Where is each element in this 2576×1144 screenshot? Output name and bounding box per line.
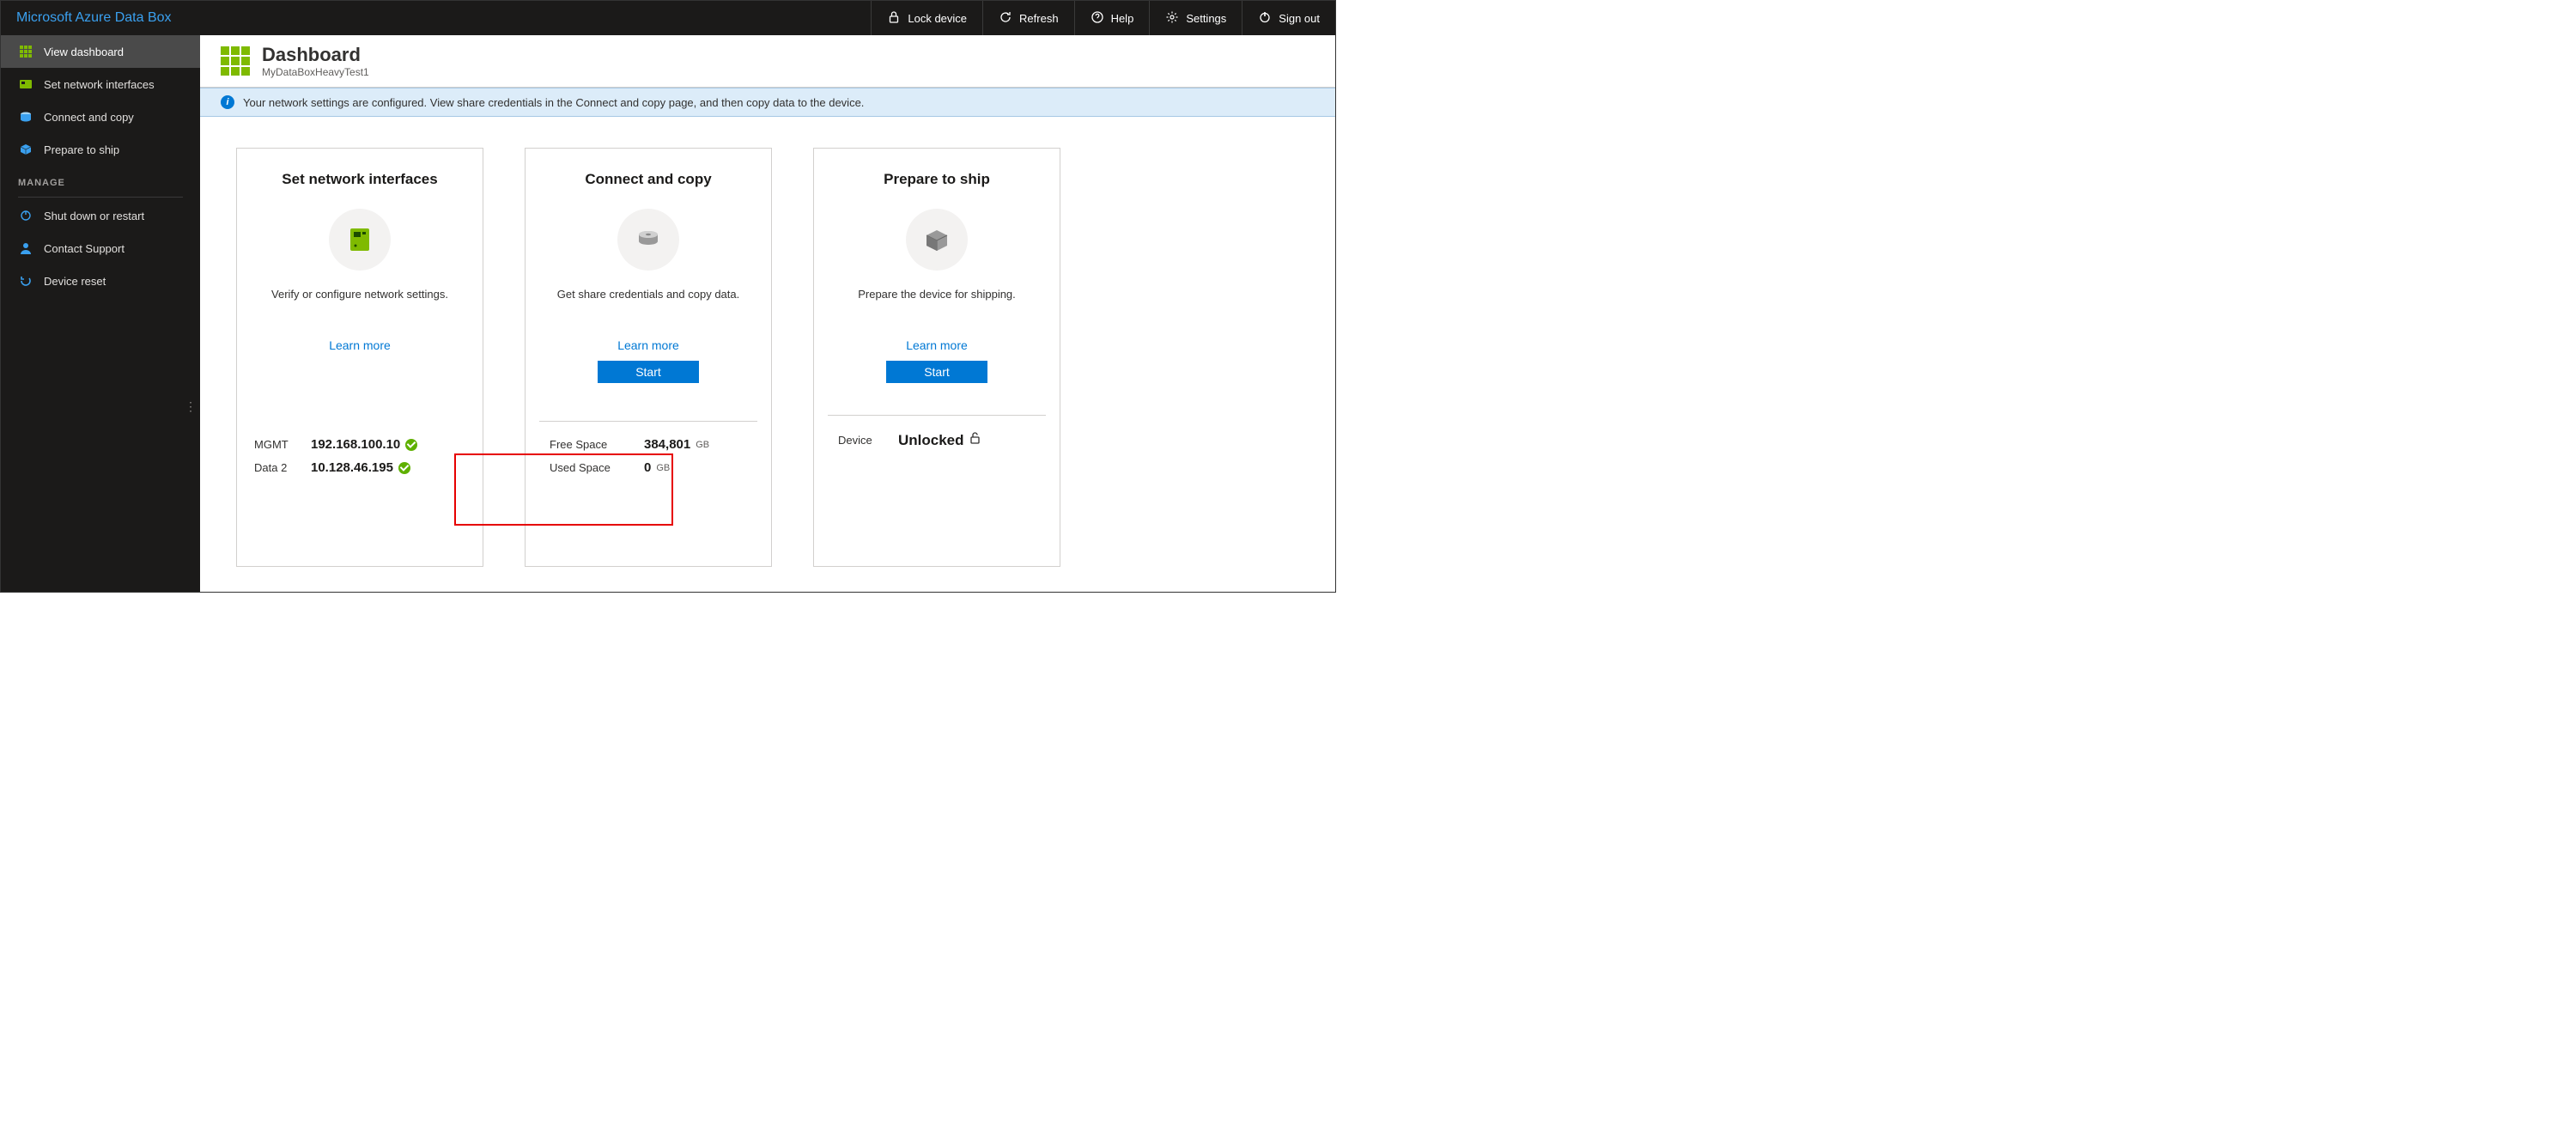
device-row: Device Unlocked bbox=[838, 431, 1036, 449]
device-value: Unlocked bbox=[898, 432, 964, 449]
dashboard-icon bbox=[18, 44, 33, 59]
device-label: Device bbox=[838, 434, 898, 447]
sidebar-item-shutdown[interactable]: Shut down or restart bbox=[1, 199, 200, 232]
card-title: Set network interfaces bbox=[282, 171, 437, 188]
person-icon bbox=[18, 240, 33, 256]
disk-stack-icon bbox=[617, 209, 679, 271]
card-desc: Verify or configure network settings. bbox=[271, 288, 448, 301]
lock-device-label: Lock device bbox=[908, 12, 967, 25]
settings-label: Settings bbox=[1186, 12, 1226, 25]
card-ship: Prepare to ship Prepare the device for s… bbox=[813, 148, 1060, 567]
net-value: 192.168.100.10 bbox=[311, 437, 400, 452]
package-icon bbox=[18, 142, 33, 157]
space-label: Free Space bbox=[550, 438, 644, 451]
dashboard-large-icon bbox=[221, 46, 250, 76]
refresh-label: Refresh bbox=[1019, 12, 1059, 25]
net-row: Data 2 10.128.46.195 bbox=[254, 460, 465, 475]
card-desc: Prepare the device for shipping. bbox=[858, 288, 1016, 301]
info-banner: i Your network settings are configured. … bbox=[200, 88, 1335, 117]
top-bar: Microsoft Azure Data Box Lock device Ref… bbox=[1, 1, 1335, 35]
box-icon bbox=[906, 209, 968, 271]
gear-icon bbox=[1165, 10, 1179, 27]
settings-button[interactable]: Settings bbox=[1149, 1, 1242, 35]
space-unit: GB bbox=[656, 463, 670, 473]
check-icon bbox=[398, 462, 410, 474]
sidebar-item-ship[interactable]: Prepare to ship bbox=[1, 133, 200, 166]
sidebar-item-connect[interactable]: Connect and copy bbox=[1, 100, 200, 133]
card-network: Set network interfaces Verify or configu… bbox=[236, 148, 483, 567]
power-icon bbox=[1258, 10, 1272, 27]
start-button[interactable]: Start bbox=[598, 361, 699, 383]
sidebar-item-dashboard[interactable]: View dashboard bbox=[1, 35, 200, 68]
sign-out-button[interactable]: Sign out bbox=[1242, 1, 1335, 35]
network-icon bbox=[18, 76, 33, 92]
server-icon bbox=[329, 209, 391, 271]
sidebar-item-reset[interactable]: Device reset bbox=[1, 265, 200, 297]
card-title: Prepare to ship bbox=[884, 171, 990, 188]
check-icon bbox=[405, 439, 417, 451]
learn-more-link[interactable]: Learn more bbox=[617, 338, 679, 352]
main-content: Dashboard MyDataBoxHeavyTest1 i Your net… bbox=[200, 35, 1335, 592]
refresh-icon bbox=[999, 10, 1012, 27]
start-button[interactable]: Start bbox=[886, 361, 987, 383]
sidebar-item-label: Connect and copy bbox=[44, 111, 134, 124]
sidebar: View dashboard Set network interfaces Co… bbox=[1, 35, 200, 592]
space-value: 384,801 bbox=[644, 437, 690, 452]
space-unit: GB bbox=[696, 440, 709, 450]
net-value: 10.128.46.195 bbox=[311, 460, 393, 475]
help-icon bbox=[1091, 10, 1104, 27]
net-label: Data 2 bbox=[254, 461, 311, 474]
space-row: Used Space 0 GB bbox=[550, 460, 747, 475]
space-value: 0 bbox=[644, 460, 651, 475]
page-header: Dashboard MyDataBoxHeavyTest1 bbox=[200, 35, 1335, 88]
help-label: Help bbox=[1111, 12, 1134, 25]
net-label: MGMT bbox=[254, 438, 311, 451]
help-button[interactable]: Help bbox=[1074, 1, 1150, 35]
sidebar-item-label: Device reset bbox=[44, 275, 106, 288]
unlock-icon bbox=[969, 431, 983, 449]
page-subtitle: MyDataBoxHeavyTest1 bbox=[262, 66, 369, 78]
sidebar-item-label: View dashboard bbox=[44, 46, 124, 58]
sidebar-item-label: Set network interfaces bbox=[44, 78, 155, 91]
sidebar-item-label: Contact Support bbox=[44, 242, 125, 255]
lock-device-button[interactable]: Lock device bbox=[871, 1, 982, 35]
refresh-button[interactable]: Refresh bbox=[982, 1, 1074, 35]
sidebar-section-manage: MANAGE bbox=[1, 166, 200, 193]
lock-icon bbox=[887, 10, 901, 27]
banner-text: Your network settings are configured. Vi… bbox=[243, 96, 864, 109]
sidebar-item-support[interactable]: Contact Support bbox=[1, 232, 200, 265]
reset-icon bbox=[18, 273, 33, 289]
sidebar-item-label: Prepare to ship bbox=[44, 143, 119, 156]
card-desc: Get share credentials and copy data. bbox=[557, 288, 739, 301]
brand-title: Microsoft Azure Data Box bbox=[1, 1, 187, 35]
learn-more-link[interactable]: Learn more bbox=[906, 338, 968, 352]
disk-icon bbox=[18, 109, 33, 125]
learn-more-link[interactable]: Learn more bbox=[329, 338, 391, 352]
net-row: MGMT 192.168.100.10 bbox=[254, 437, 465, 452]
page-title: Dashboard bbox=[262, 44, 369, 66]
power-gear-icon bbox=[18, 208, 33, 223]
space-label: Used Space bbox=[550, 461, 644, 474]
sign-out-label: Sign out bbox=[1279, 12, 1320, 25]
sidebar-item-network[interactable]: Set network interfaces bbox=[1, 68, 200, 100]
card-connect: Connect and copy Get share credentials a… bbox=[525, 148, 772, 567]
info-icon: i bbox=[221, 95, 234, 109]
space-row: Free Space 384,801 GB bbox=[550, 437, 747, 452]
card-title: Connect and copy bbox=[585, 171, 711, 188]
sidebar-item-label: Shut down or restart bbox=[44, 210, 144, 222]
